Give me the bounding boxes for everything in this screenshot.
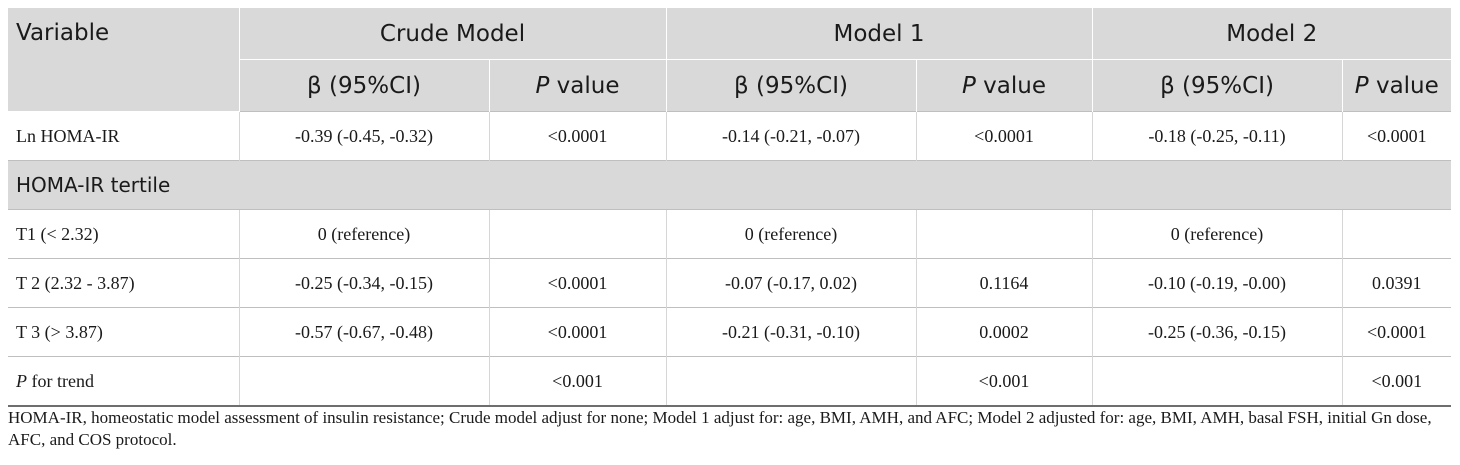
table-row: T 3 (> 3.87) -0.57 (-0.67, -0.48) <0.000… [8, 307, 1452, 357]
model1-beta-cell: -0.21 (-0.31, -0.10) [665, 307, 916, 357]
table-row: T1 (< 2.32) 0 (reference) 0 (reference) … [8, 209, 1452, 259]
section-label: HOMA-IR tertile [8, 160, 1452, 210]
table-row: T 2 (2.32 - 3.87) -0.25 (-0.34, -0.15) <… [8, 258, 1452, 308]
row-label: T 3 (> 3.87) [8, 307, 239, 357]
model1-p-cell [915, 209, 1093, 259]
crude-p-cell: <0.001 [488, 356, 666, 406]
model2-p-cell: <0.001 [1341, 356, 1452, 406]
model2-beta-cell [1091, 356, 1343, 406]
crude-p-cell: <0.0001 [488, 111, 666, 161]
crude-beta-cell: -0.25 (-0.34, -0.15) [238, 258, 489, 308]
p-value-header: P value [915, 59, 1093, 112]
row-label: T 2 (2.32 - 3.87) [8, 258, 239, 308]
variable-header: Variable [8, 8, 239, 112]
model2-p-cell: <0.0001 [1341, 307, 1452, 357]
model1-p-cell: <0.0001 [915, 111, 1093, 161]
beta-ci-header: β (95%CI) [1091, 59, 1343, 112]
model1-beta-cell [665, 356, 916, 406]
model1-beta-cell: 0 (reference) [665, 209, 916, 259]
crude-beta-cell [238, 356, 489, 406]
crude-beta-cell: -0.57 (-0.67, -0.48) [238, 307, 489, 357]
row-label: P for trend [8, 356, 239, 406]
model2-p-cell: <0.0001 [1341, 111, 1452, 161]
beta-ci-header: β (95%CI) [665, 59, 916, 112]
model2-beta-cell: -0.18 (-0.25, -0.11) [1091, 111, 1343, 161]
crude-p-cell [488, 209, 666, 259]
table-row: Ln HOMA-IR -0.39 (-0.45, -0.32) <0.0001 … [8, 111, 1452, 161]
model1-p-cell: 0.0002 [915, 307, 1093, 357]
model-2-header: Model 2 [1091, 8, 1452, 60]
model2-beta-cell: 0 (reference) [1091, 209, 1343, 259]
model-1-header: Model 1 [665, 8, 1093, 60]
p-value-header: P value [488, 59, 666, 112]
crude-beta-cell: -0.39 (-0.45, -0.32) [238, 111, 489, 161]
model1-p-cell: 0.1164 [915, 258, 1093, 308]
model1-beta-cell: -0.14 (-0.21, -0.07) [665, 111, 916, 161]
crude-beta-cell: 0 (reference) [238, 209, 489, 259]
model1-p-cell: <0.001 [915, 356, 1093, 406]
crude-p-cell: <0.0001 [488, 258, 666, 308]
model1-beta-cell: -0.07 (-0.17, 0.02) [665, 258, 916, 308]
results-table: Variable Crude Model Model 1 Model 2 β (… [8, 8, 1452, 407]
model2-beta-cell: -0.10 (-0.19, -0.00) [1091, 258, 1343, 308]
p-value-header: P value [1341, 59, 1452, 112]
row-label: T1 (< 2.32) [8, 209, 239, 259]
model2-beta-cell: -0.25 (-0.36, -0.15) [1091, 307, 1343, 357]
table-footnote: HOMA-IR, homeostatic model assessment of… [8, 408, 1432, 449]
crude-p-cell: <0.0001 [488, 307, 666, 357]
model2-p-cell: 0.0391 [1341, 258, 1452, 308]
section-row: HOMA-IR tertile [8, 160, 1452, 210]
crude-model-header: Crude Model [238, 8, 666, 60]
model2-p-cell [1341, 209, 1452, 259]
row-label: Ln HOMA-IR [8, 111, 239, 161]
table-row: P for trend <0.001 <0.001 <0.001 [8, 356, 1452, 406]
beta-ci-header: β (95%CI) [238, 59, 489, 112]
